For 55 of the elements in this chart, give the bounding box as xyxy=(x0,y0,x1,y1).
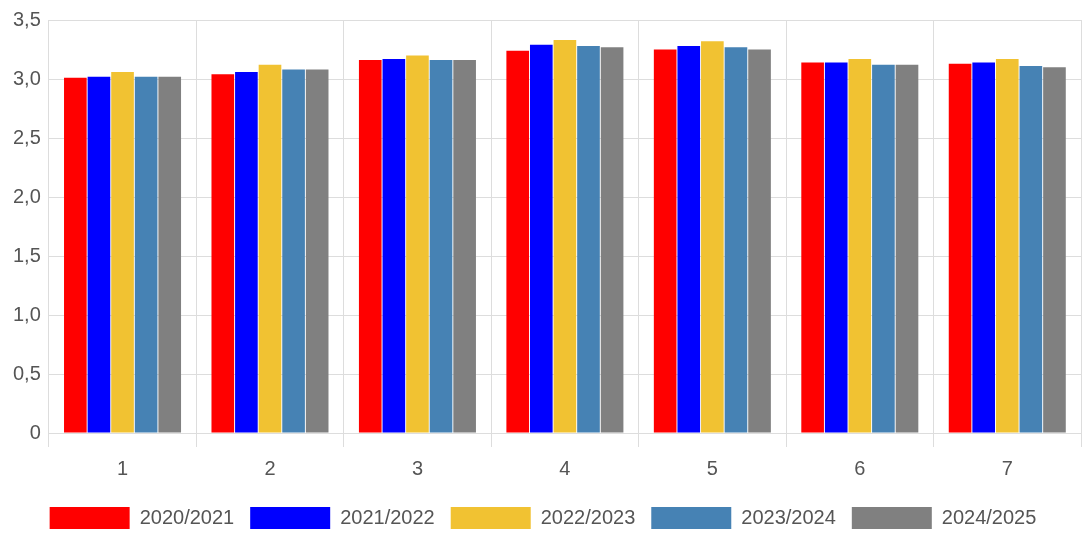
bar xyxy=(748,49,771,433)
y-tick-label: 1,0 xyxy=(12,302,41,325)
bar xyxy=(895,64,919,433)
bar xyxy=(1043,67,1066,433)
bar xyxy=(577,45,600,433)
bar xyxy=(506,50,530,433)
bar xyxy=(529,44,553,433)
bar xyxy=(872,64,895,433)
legend-label: 2024/2025 xyxy=(941,505,1037,528)
bar xyxy=(429,60,453,433)
bar xyxy=(87,76,111,433)
bar xyxy=(801,62,824,433)
y-tick-label: 0 xyxy=(29,420,41,443)
x-tick-label: 3 xyxy=(411,456,424,479)
bar xyxy=(382,58,406,433)
y-tick-label: 0,5 xyxy=(12,361,41,384)
bar xyxy=(677,45,701,433)
y-tick-label: 2,5 xyxy=(12,125,41,148)
bar xyxy=(701,41,724,433)
x-tick-label: 4 xyxy=(559,456,571,479)
y-tick-label: 3,0 xyxy=(12,66,41,89)
bar xyxy=(848,58,872,433)
x-tick-label: 2 xyxy=(264,456,276,479)
bar xyxy=(406,55,429,433)
x-tick-label: 7 xyxy=(1001,456,1013,479)
bar xyxy=(158,76,182,433)
bar xyxy=(724,47,748,433)
y-tick-label: 3,5 xyxy=(12,7,41,30)
bar xyxy=(211,74,235,433)
bar xyxy=(824,62,848,433)
bar xyxy=(235,71,258,433)
y-tick-label: 2,0 xyxy=(12,184,41,207)
x-tick-label: 6 xyxy=(854,456,866,479)
bar xyxy=(111,71,134,433)
legend-label: 2023/2024 xyxy=(741,505,836,528)
bar xyxy=(995,58,1019,433)
bar xyxy=(282,69,305,433)
x-tick-label: 5 xyxy=(706,456,718,479)
bar xyxy=(553,40,577,433)
legend-label: 2022/2023 xyxy=(540,505,636,528)
y-tick-label: 1,5 xyxy=(12,243,41,266)
legend-label: 2021/2022 xyxy=(340,505,435,528)
bar xyxy=(653,49,677,433)
bar xyxy=(948,63,972,433)
bar xyxy=(453,60,476,433)
bar xyxy=(134,76,158,433)
bar xyxy=(1019,66,1043,433)
bar xyxy=(358,60,382,433)
bar xyxy=(305,69,329,433)
bar xyxy=(972,62,995,433)
bar xyxy=(258,64,282,433)
legend-label: 2020/2021 xyxy=(139,505,235,528)
x-tick-label: 1 xyxy=(116,456,129,479)
bar xyxy=(600,47,624,433)
bar xyxy=(64,77,87,433)
